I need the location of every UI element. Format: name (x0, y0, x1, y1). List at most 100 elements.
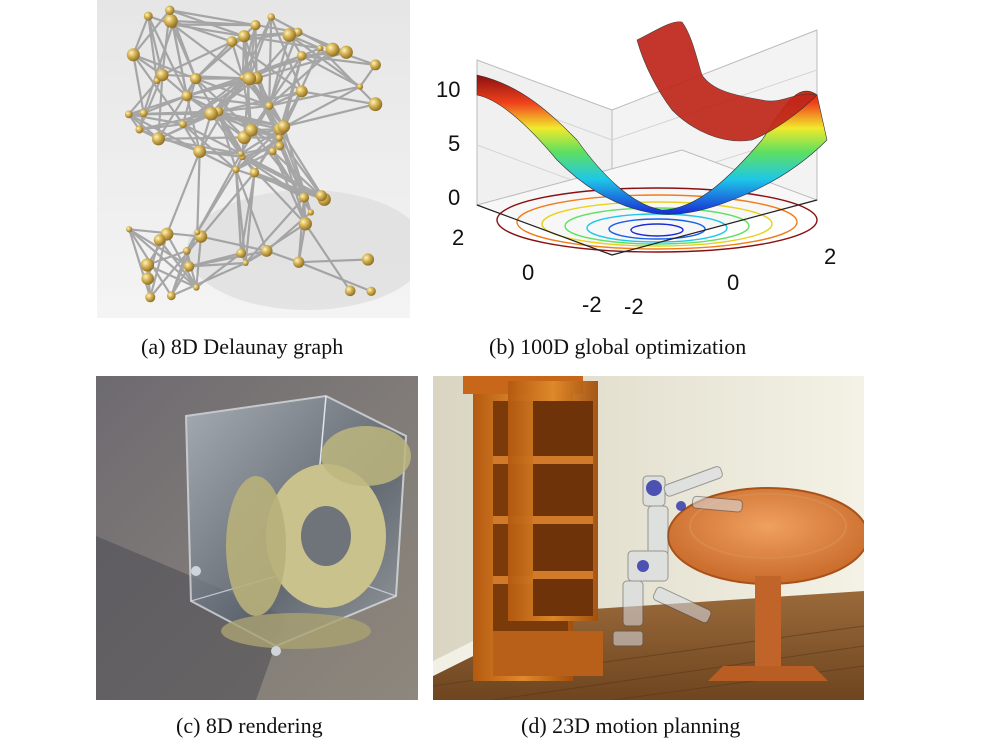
graph-edge (218, 104, 270, 113)
graph-edge (270, 16, 303, 92)
graph-node (295, 85, 308, 98)
graph-edge (248, 77, 285, 128)
graph-edge (241, 156, 307, 225)
graph-edge (250, 129, 305, 199)
graph-node (238, 30, 251, 43)
graph-edge (199, 150, 242, 155)
graph-edge (319, 47, 377, 106)
graph-node (293, 256, 305, 268)
graph-edge (132, 54, 145, 114)
graph-edge (195, 252, 242, 289)
graph-node (339, 45, 353, 59)
graph-edge (128, 113, 201, 153)
graph-edge (139, 128, 201, 153)
graph-node (163, 13, 178, 28)
graph-edge (138, 74, 164, 130)
graph-edge (268, 34, 291, 107)
graph-edge (170, 19, 233, 43)
panel-b-surface-plot: 10 5 0 2 0 -2 -2 0 2 (432, 0, 852, 325)
graph-edge (188, 261, 246, 268)
graph-edge (196, 153, 242, 233)
graph-edge (200, 171, 256, 238)
graph-node (316, 44, 324, 52)
y-tick-neg2: -2 (624, 294, 644, 319)
graph-edge (182, 77, 251, 126)
graph-node (151, 132, 165, 146)
graph-node (193, 284, 200, 291)
graph-node (250, 19, 261, 31)
graph-edge (243, 35, 271, 107)
graph-node (249, 167, 260, 178)
graph-edge (146, 263, 197, 289)
graph-node (244, 123, 258, 137)
graph-edge (185, 95, 201, 152)
graph-edge (196, 151, 201, 233)
graph-node (124, 110, 133, 119)
graph-node (282, 28, 297, 42)
graph-node (166, 291, 176, 301)
graph-edge (200, 235, 267, 252)
graph-edge (235, 137, 280, 171)
graph-node (260, 245, 273, 257)
graph-node (296, 50, 307, 61)
graph-edge (142, 24, 174, 114)
panel-c-caption: (c) 8D rendering (176, 713, 323, 738)
graph-node (179, 120, 187, 129)
graph-edge (255, 77, 281, 147)
graph-node (139, 109, 148, 118)
graph-edge (230, 41, 244, 78)
graph-node (277, 120, 291, 133)
graph-node (183, 261, 195, 272)
z-tick-0: 0 (448, 185, 460, 210)
panel-b-caption: (b) 100D global optimization (489, 334, 747, 359)
graph-node (344, 285, 356, 297)
graph-node (242, 259, 249, 267)
graph-edge (234, 169, 268, 252)
graph-node (370, 59, 381, 71)
graph-edge (243, 35, 321, 50)
graph-node (267, 13, 275, 21)
graph-node (204, 106, 218, 121)
graph-edge (278, 137, 323, 197)
y-tick-2: 2 (824, 244, 836, 269)
graph-node (190, 73, 202, 85)
graph-edge (147, 249, 188, 266)
graph-node (143, 11, 153, 21)
graph-node (165, 5, 175, 15)
panel-d-caption: (d) 23D motion planning (521, 713, 741, 738)
graph-edge (240, 144, 280, 155)
graph-node (315, 190, 327, 202)
graph-edge (169, 9, 256, 27)
graph-edge (301, 54, 361, 88)
graph-edge (132, 15, 150, 56)
graph-edge (194, 40, 233, 80)
graph-edge (256, 51, 347, 80)
graph-edge (282, 55, 303, 127)
graph-edge (248, 24, 257, 79)
graph-node (361, 253, 375, 266)
graph-node (141, 272, 154, 285)
graph-node (140, 258, 155, 272)
graph-node (356, 83, 364, 90)
graph-edge (128, 228, 198, 289)
graph-node (193, 145, 207, 158)
graph-edge (132, 53, 197, 80)
graph-node (275, 141, 285, 151)
graph-edge (288, 34, 361, 88)
graph-node (232, 166, 240, 174)
graph-edge (248, 16, 273, 79)
graph-node (236, 248, 246, 258)
graph-edge (298, 258, 369, 264)
graph-edge (269, 85, 361, 107)
graph-node (325, 42, 340, 57)
graph-edge (244, 172, 256, 264)
graph-node (307, 209, 315, 216)
delaunay-graph-icon (97, 0, 410, 318)
graph-edge (195, 236, 203, 288)
graph-edge (170, 19, 256, 27)
graph-node (194, 229, 201, 236)
graph-edge (186, 77, 250, 97)
graph-edge (128, 228, 190, 268)
graph-edge (158, 239, 198, 289)
y-tick-0: 0 (727, 270, 739, 295)
